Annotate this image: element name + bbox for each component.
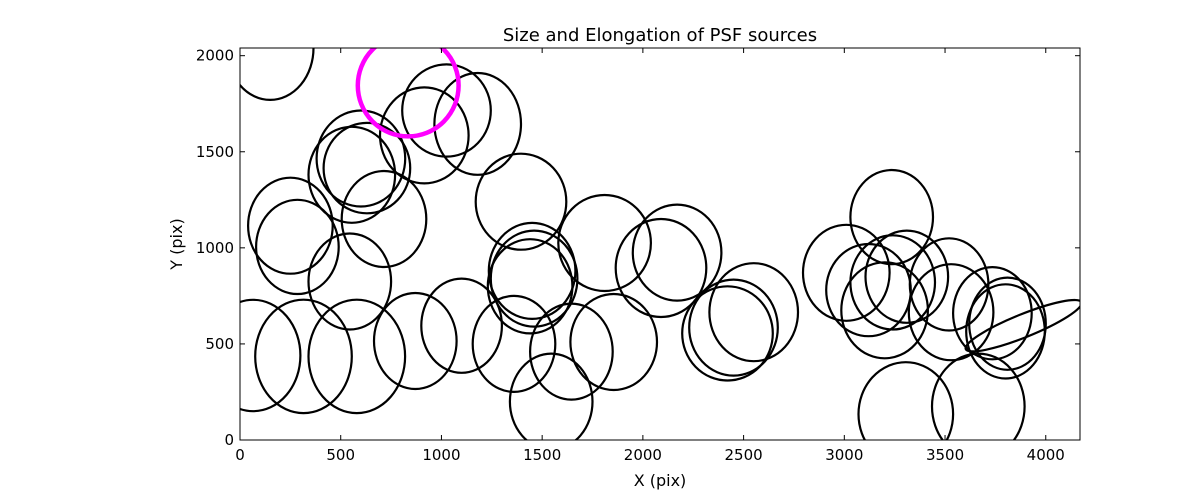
x-tick-label-1500: 1500 [523,446,561,464]
psf-ellipse-20 [688,278,779,377]
y-tick-label-1000: 1000 [196,239,234,257]
highlighted-psf-ellipse [355,48,461,139]
ellipse-marks [240,48,1080,440]
psf-ellipse-15 [486,238,574,335]
psf-ellipse-3 [433,71,523,176]
psf-ellipse-44 [569,292,659,392]
plot-area [240,48,1080,440]
psf-ellipse-17 [631,203,723,302]
x-tick-label-2000: 2000 [624,446,662,464]
psf-ellipse-8 [340,169,428,269]
psf-ellipse-4 [378,86,470,185]
x-tick-label-3500: 3500 [926,446,964,464]
psf-ellipse-7 [307,125,397,224]
psf-ellipse-11 [307,232,393,331]
psf-ellipse-22 [849,168,935,266]
y-axis-label: Y (pix) [167,218,186,270]
psf-ellipse-13 [487,221,577,320]
x-tick-label-0: 0 [235,446,245,464]
psf-ellipse-14 [489,229,579,328]
chart-title: Size and Elongation of PSF sources [503,25,817,46]
psf-ellipse-37 [254,298,353,415]
plot-frame [239,47,1081,441]
psf-ellipse-1 [240,48,315,101]
psf-ellipse-42 [529,302,614,401]
psf-ellipse-39 [372,291,458,391]
y-tick-label-1500: 1500 [196,143,234,161]
y-tick-label-2000: 2000 [196,47,234,65]
psf-ellipse-32 [965,283,1046,380]
psf-ellipse-5 [315,109,407,208]
x-tick-label-1000: 1000 [422,446,460,464]
psf-ellipse-41 [471,294,557,393]
psf-ellipse-12 [474,152,568,251]
axis-ticks: 0 500 1000 1500 2000 2500 3000 3500 4000 0 500 1000… [196,47,1080,464]
psf-ellipse-43 [508,352,594,440]
psf-ellipse-40 [420,277,504,374]
psf-ellipse-16 [557,193,652,293]
x-axis-label: X (pix) [634,471,687,490]
psf-ellipse-29 [907,263,995,362]
x-tick-label-2500: 2500 [725,446,763,464]
psf-ellipse-34 [857,361,955,440]
x-tick-label-500: 500 [326,446,355,464]
psf-ellipse-31 [968,276,1047,371]
x-tick-label-4000: 4000 [1027,446,1065,464]
psf-ellipse-35 [930,352,1026,440]
psf-ellipse-33 [964,298,1080,353]
psf-ellipse-9 [246,176,334,275]
psf-ellipse-21 [681,285,774,382]
psf-ellipse-36 [240,298,302,413]
y-tick-label-500: 500 [205,335,234,353]
x-tick-label-3000: 3000 [825,446,863,464]
psf-ellipse-2 [401,63,492,158]
psf-ellipse-10 [255,198,340,296]
psf-ellipse-19 [708,262,800,363]
y-tick-label-0: 0 [224,431,234,449]
psf-ellipse-18 [614,217,708,319]
psf-ellipse-38 [307,298,407,415]
psf-ellipse-23 [801,223,891,322]
psf-ellipse-30 [952,266,1033,361]
psf-ellipse-24 [864,229,950,324]
psf-ellipse-27 [840,261,929,360]
psf-ellipse-6 [322,121,412,215]
